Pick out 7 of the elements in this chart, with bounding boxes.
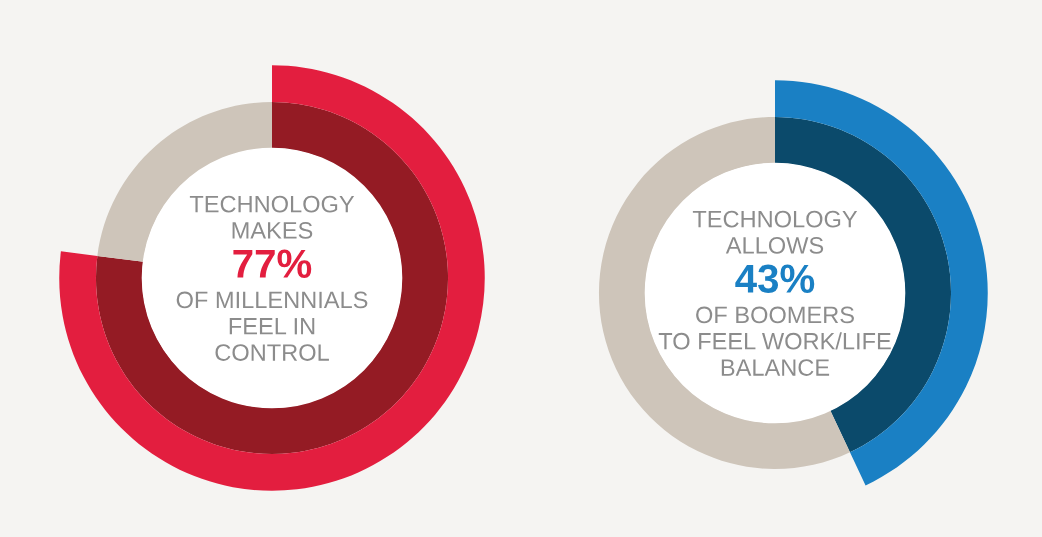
text: TECHNOLOGY MAKES: [189, 195, 355, 239]
donut-slice: [95, 101, 449, 455]
text: TECHNOLOGY ALLOWS: [692, 210, 858, 254]
data-label: 43%: [735, 264, 815, 294]
text: OF BOOMERS TO FEEL WORK/LIFE BALANCE: [658, 306, 891, 376]
text: OF MILLENNIALS FEEL IN CONTROL: [176, 291, 368, 361]
data-label: 77%: [233, 249, 312, 278]
